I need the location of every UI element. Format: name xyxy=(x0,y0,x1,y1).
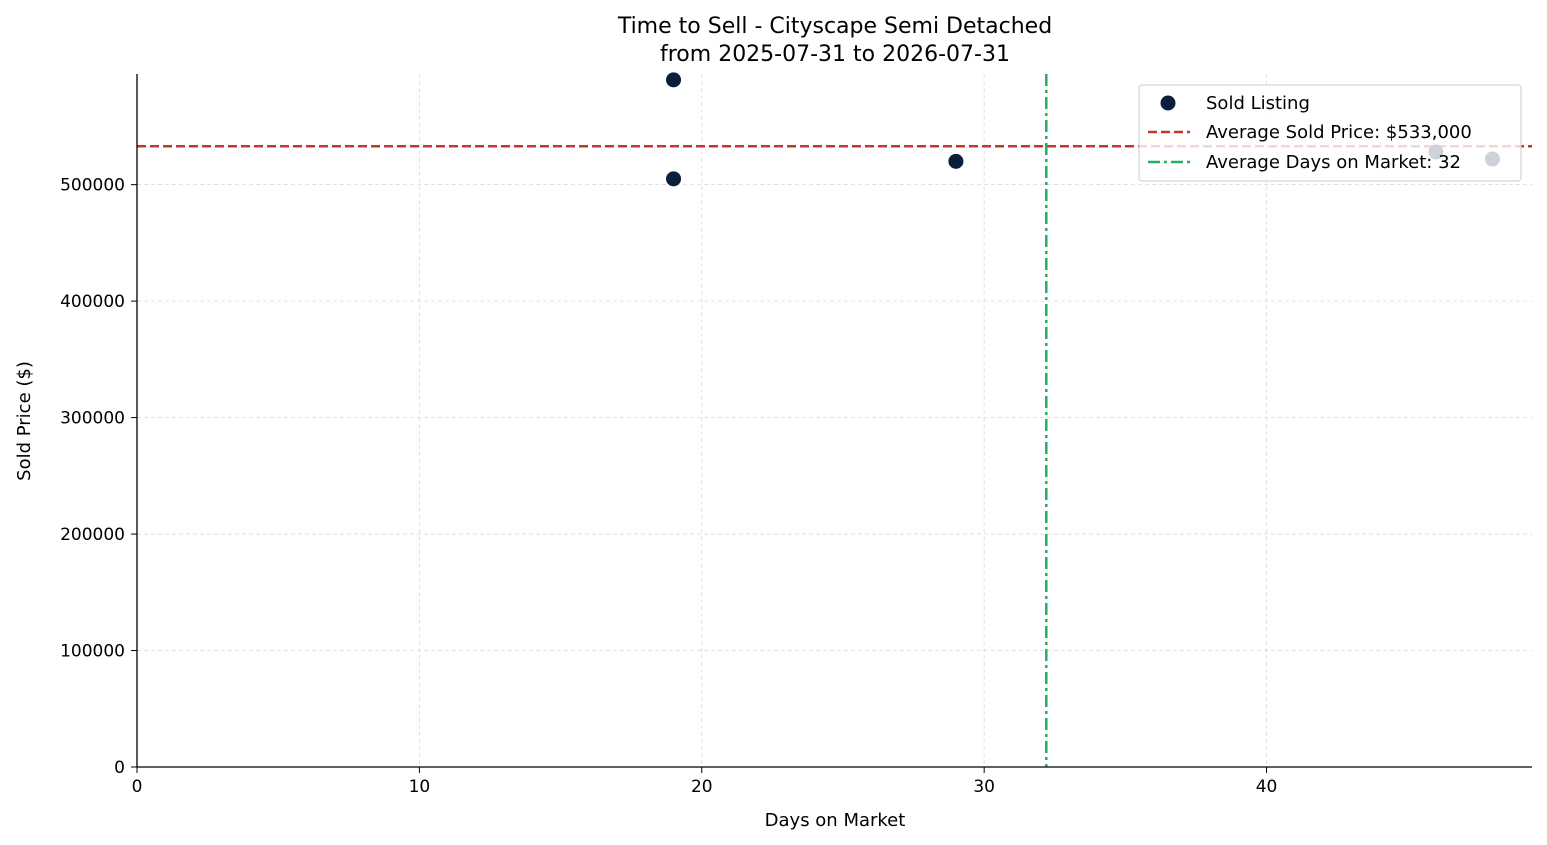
legend-label-avg-days: Average Days on Market: 32 xyxy=(1206,152,1461,173)
legend: Sold Listing Average Sold Price: $533,00… xyxy=(1138,84,1522,182)
y-tick-label: 400000 xyxy=(60,292,125,312)
x-tick-label: 40 xyxy=(1256,777,1278,797)
chart-title-line-1: Time to Sell - Cityscape Semi Detached xyxy=(617,14,1052,39)
sold-listing-point xyxy=(666,171,682,187)
legend-label-sold-listing: Sold Listing xyxy=(1206,93,1310,114)
legend-marker-sold-listing xyxy=(1160,95,1176,111)
tick-labels: 0 10 20 30 40 0 100000 200000 300000 400000 500000 xyxy=(60,176,1277,797)
legend-box xyxy=(1138,84,1522,182)
legend-label-avg-price: Average Sold Price: $533,000 xyxy=(1206,122,1472,143)
y-tick-label: 100000 xyxy=(60,642,125,662)
y-tick-label: 0 xyxy=(114,758,125,778)
x-tick-label: 10 xyxy=(409,777,431,797)
sold-listing-point xyxy=(666,72,682,88)
x-tick-label: 30 xyxy=(973,777,995,797)
y-tick-label: 200000 xyxy=(60,525,125,545)
y-tick-label: 300000 xyxy=(60,409,125,429)
x-tick-label: 20 xyxy=(691,777,713,797)
x-tick-label: 0 xyxy=(132,777,143,797)
axes xyxy=(131,74,1532,773)
y-axis-label: Sold Price ($) xyxy=(14,361,35,481)
y-tick-label: 500000 xyxy=(60,176,125,196)
chart-title-line-2: from 2025-07-31 to 2026-07-31 xyxy=(660,42,1010,67)
x-axis-label: Days on Market xyxy=(765,810,906,831)
sold-listing-point xyxy=(948,153,964,169)
